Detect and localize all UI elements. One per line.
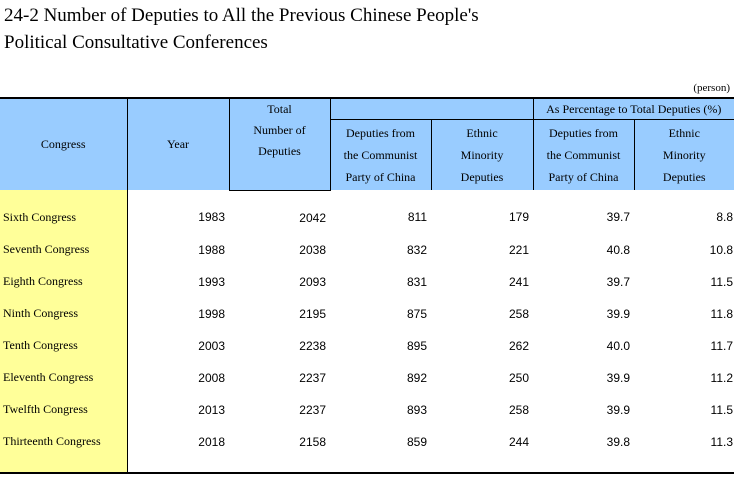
cell-pct-communist: 39.8 [533,425,634,474]
cell-congress: Tenth Congress [0,329,128,362]
cell-pct-ethnic: 11.2 [710,370,733,385]
table-row: Tenth Congress 2003 2238 895 262 40.0 11… [0,329,734,362]
cell-pct-communist: 40.0 [606,338,630,353]
cell-congress: Eighth Congress [0,265,128,298]
cell-year: 2003 [198,338,225,353]
cell-pct-ethnic: 11.5 [710,274,733,289]
cell-pct-ethnic: 11.3 [634,425,734,474]
cell-congress: Seventh Congress [0,233,128,266]
header-communist: Deputies from the Communist Party of Chi… [329,119,431,190]
table-row: Twelfth Congress 2013 2237 893 258 39.9 … [0,393,734,426]
cell-congress: Thirteenth Congress [0,425,128,474]
cell-communist: 832 [406,242,427,257]
cell-ethnic: 250 [508,370,529,385]
cell-year: 2018 [127,425,229,474]
cell-pct-ethnic: 10.8 [709,242,733,257]
cell-pct-communist: 39.9 [606,306,630,321]
header-year: Year [126,97,229,190]
header-pct-ethnic: Ethnic Minority Deputies [633,119,734,190]
cell-congress: Twelfth Congress [0,393,128,426]
cell-pct-communist: 39.7 [606,210,630,225]
cell-ethnic: 179 [508,210,529,225]
title-line-2: Political Consultative Conferences [4,32,268,53]
header-pct-communist-line2: the Communist [546,148,621,162]
header-pct-group: As Percentage to Total Deputies (%) [532,97,734,120]
cell-communist: 892 [406,370,427,385]
cell-ethnic: 258 [508,402,529,417]
header-pct-ethnic-line2: Minority [662,148,706,162]
header-pct-ethnic-line3: Deputies [662,170,706,184]
table-body: Sixth Congress 1983 2042 811 179 39.7 8.… [0,190,734,474]
cell-year: 1988 [198,242,225,257]
cell-total: 2238 [299,338,326,353]
header-pct-communist: Deputies from the Communist Party of Chi… [532,119,634,190]
header-total-line3: Deputies [228,140,330,191]
cell-pct-communist: 39.7 [606,274,630,289]
header-total-line2: Number of [228,119,330,141]
cell-total: 2237 [299,370,326,385]
cell-total: 2158 [229,425,330,474]
table-row: Sixth Congress 1983 2042 811 179 39.7 8.… [0,190,734,234]
cell-year: 2008 [198,370,225,385]
cell-pct-ethnic: 11.7 [710,338,733,353]
cell-communist: 811 [407,210,427,225]
cell-year: 2013 [198,402,225,417]
cell-ethnic: 258 [508,306,529,321]
cell-pct-ethnic: 11.8 [710,306,733,321]
header-communist-line2: the Communist [343,148,418,162]
cell-total: 2195 [299,306,326,321]
cell-ethnic: 241 [508,274,529,289]
page-title: 24-2 Number of Deputies to All the Previ… [4,2,724,56]
cell-congress: Ninth Congress [0,297,128,330]
deputies-table: Congress Year Total As Percentage to Tot… [0,97,734,474]
table-header: Congress Year Total As Percentage to Tot… [0,97,734,191]
cell-communist: 893 [406,402,427,417]
cell-total: 2237 [299,402,326,417]
table-row: Seventh Congress 1988 2038 832 221 40.8 … [0,233,734,266]
cell-communist: 859 [330,425,431,474]
cell-total: 2038 [299,242,326,257]
header-pct-communist-line1: Deputies from [549,126,618,140]
cell-year: 1983 [198,210,225,225]
table-row: Thirteenth Congress 2018 2158 859 244 39… [0,425,734,474]
cell-total: 2093 [299,274,326,289]
header-total-line1: Total [228,97,330,120]
cell-year: 1993 [198,274,225,289]
cell-pct-ethnic: 8.8 [716,210,733,225]
table-row: Ninth Congress 1998 2195 875 258 39.9 11… [0,297,734,330]
header-blank [329,97,533,120]
cell-pct-communist: 39.9 [606,370,630,385]
unit-label: (person) [693,82,730,94]
title-line-1: 24-2 Number of Deputies to All the Previ… [4,5,479,26]
cell-year: 1998 [198,306,225,321]
cell-total: 2042 [299,210,326,225]
header-ethnic-line3: Deputies [460,170,504,184]
cell-ethnic: 262 [508,338,529,353]
header-ethnic: Ethnic Minority Deputies [430,119,533,190]
header-communist-line3: Party of China [345,170,416,184]
table-row: Eighth Congress 1993 2093 831 241 39.7 1… [0,265,734,298]
cell-communist: 895 [406,338,427,353]
header-communist-line1: Deputies from [346,126,415,140]
header-pct-communist-line3: Party of China [548,170,619,184]
cell-ethnic: 244 [431,425,533,474]
cell-ethnic: 221 [508,242,529,257]
cell-congress: Sixth Congress [0,190,128,234]
cell-congress: Eleventh Congress [0,361,128,394]
cell-pct-communist: 40.8 [606,242,630,257]
cell-pct-ethnic: 11.5 [710,402,733,417]
header-pct-ethnic-line1: Ethnic [668,126,700,140]
header-ethnic-line2: Minority [460,148,504,162]
header-congress: Congress [0,97,127,190]
cell-pct-communist: 39.9 [606,402,630,417]
table-row: Eleventh Congress 2008 2237 892 250 39.9… [0,361,734,394]
cell-communist: 875 [406,306,427,321]
cell-communist: 831 [406,274,427,289]
header-ethnic-line1: Ethnic [466,126,498,140]
